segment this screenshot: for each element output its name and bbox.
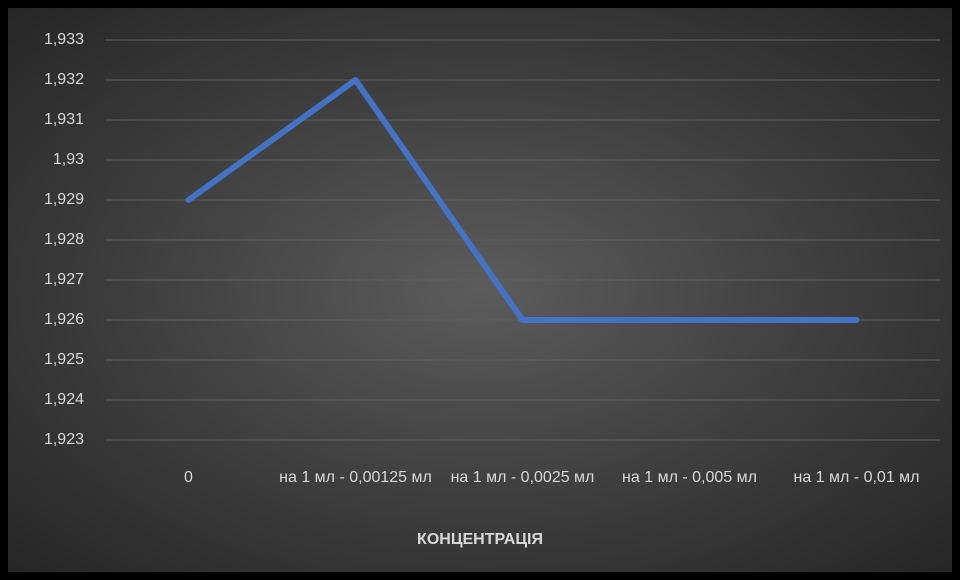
y-tick-label: 1,924 [43,391,84,408]
y-tick-label: 1,928 [43,231,84,248]
x-tick-label: на 1 мл - 0,01 мл [793,469,920,486]
y-tick-label: 1,931 [43,111,84,128]
y-tick-label: 1,932 [43,71,84,88]
y-tick-label: 1,925 [43,351,84,368]
y-tick-label: 1,926 [43,311,84,328]
x-tick-label: 0 [184,469,193,486]
line [185,77,860,323]
y-tick-label: 1,927 [43,271,84,288]
y-tick-label: 1,93 [52,151,84,168]
y-tick-label: 1,923 [43,431,84,448]
x-tick-label: на 1 мл - 0,00125 мл [279,469,432,486]
x-tick-label: на 1 мл - 0,005 мл [622,469,757,486]
chart-area [8,8,952,572]
y-tick-label: 1,933 [43,31,84,48]
y-tick-label: 1,929 [43,191,84,208]
x-tick-label: на 1 мл - 0,0025 мл [450,469,595,486]
x-axis-title: КОНЦЕНТРАЦІЯ [417,531,543,548]
